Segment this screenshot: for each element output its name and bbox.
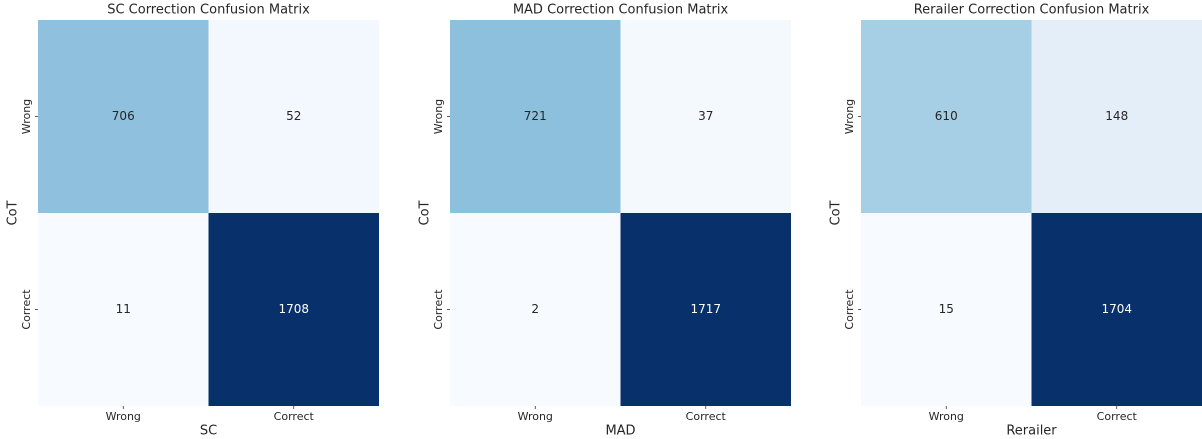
y-axis-label: CoT [418, 200, 433, 225]
x-tick-label: Correct [1097, 410, 1138, 423]
x-tick-label: Wrong [518, 410, 553, 423]
chart-title: SC Correction Confusion Matrix [107, 3, 310, 18]
cell-label: 148 [1105, 109, 1128, 123]
x-tick-label: Correct [686, 410, 727, 423]
y-tick-label: Correct [432, 289, 445, 330]
heatmap-cell [1031, 213, 1202, 406]
cell-label: 706 [112, 109, 135, 123]
y-tick-label: Correct [843, 289, 856, 330]
heatmap-cell [1031, 20, 1202, 213]
cell-label: 2 [531, 302, 539, 316]
y-axis-label: CoT [6, 200, 21, 225]
cell-label: 1704 [1101, 302, 1132, 316]
cell-label: 11 [116, 302, 131, 316]
heatmap-panel: 610 148 15 1704 Wrong Correct Wrong Correct Rera… [829, 3, 1202, 439]
y-tick-label: Wrong [843, 99, 856, 134]
y-tick-label: Wrong [20, 99, 33, 134]
heatmap-cell [620, 213, 791, 406]
heatmap-cell [38, 20, 209, 213]
x-tick-label: Correct [274, 410, 315, 423]
heatmap-cell [208, 20, 379, 213]
x-axis-label: Rerailer [1006, 424, 1057, 439]
cell-label: 52 [286, 109, 301, 123]
chart-title: MAD Correction Confusion Matrix [513, 3, 729, 18]
cell-label: 15 [939, 302, 954, 316]
x-axis-label: MAD [605, 424, 635, 439]
x-tick-label: Wrong [106, 410, 141, 423]
y-axis-label: CoT [829, 200, 844, 225]
heatmap-cell [861, 213, 1032, 406]
heatmap-cell [450, 20, 621, 213]
x-tick-label: Wrong [929, 410, 964, 423]
heatmap-cell [208, 213, 379, 406]
cell-label: 721 [524, 109, 547, 123]
heatmap-cell [620, 20, 791, 213]
cell-label: 610 [935, 109, 958, 123]
heatmap-panel: 721 37 2 1717 Wrong Correct Wrong Correct MAD Co… [418, 3, 791, 439]
x-axis-label: SC [200, 424, 217, 439]
heatmap-cell [861, 20, 1032, 213]
heatmap-panel: 706 52 11 1708 Wrong Correct Wrong Correct SC Co… [6, 3, 379, 439]
chart-title: Rerailer Correction Confusion Matrix [914, 3, 1150, 18]
cell-label: 37 [698, 109, 713, 123]
y-tick-label: Correct [20, 289, 33, 330]
heatmap-cell [450, 213, 621, 406]
cell-label: 1708 [278, 302, 309, 316]
cell-label: 1717 [690, 302, 721, 316]
y-tick-label: Wrong [432, 99, 445, 134]
heatmap-cell [38, 213, 209, 406]
